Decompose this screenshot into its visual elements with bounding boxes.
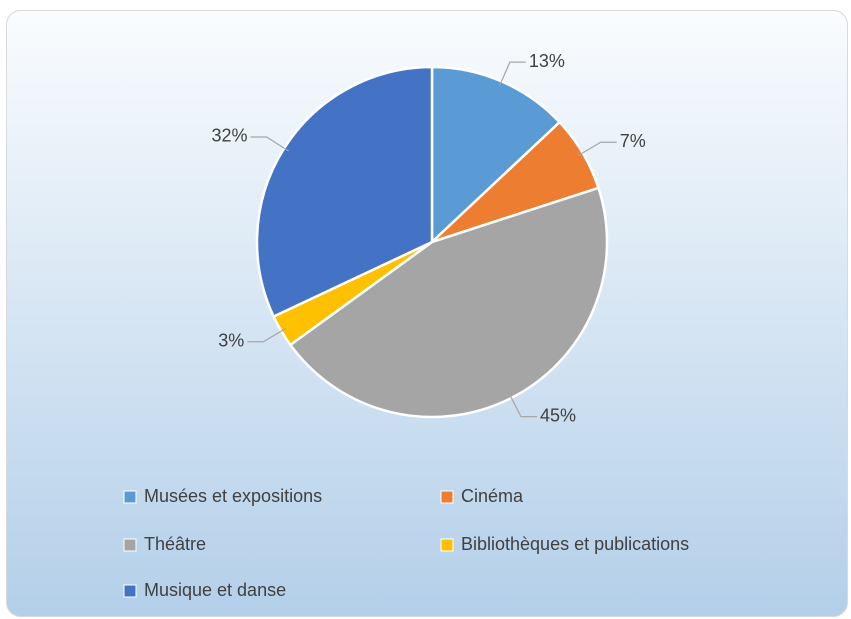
legend-label: Théâtre — [144, 534, 206, 554]
legend-swatch — [123, 490, 137, 504]
legend-label: Bibliothèques et publications — [461, 534, 689, 554]
data-label: 7% — [620, 131, 646, 151]
leader-line — [250, 136, 289, 152]
legend-swatch — [440, 538, 454, 552]
data-label: 3% — [218, 331, 244, 351]
legend-swatch — [123, 538, 137, 552]
leader-line — [247, 327, 287, 343]
legend-swatch — [440, 490, 454, 504]
leader-line — [498, 61, 526, 87]
data-label: 32% — [211, 126, 247, 146]
legend-swatch — [123, 584, 137, 598]
leader-line — [577, 141, 617, 157]
data-label: 45% — [540, 405, 576, 425]
legend-label: Cinéma — [461, 486, 524, 506]
legend-label: Musique et danse — [144, 580, 286, 600]
leader-line — [508, 392, 537, 418]
data-label: 13% — [529, 51, 565, 71]
legend-label: Musées et expositions — [144, 486, 322, 506]
